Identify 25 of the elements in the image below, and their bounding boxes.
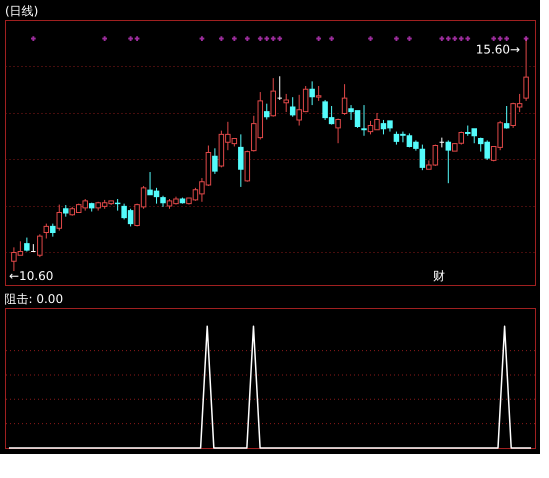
candlestick <box>37 234 43 258</box>
candlestick <box>50 223 56 238</box>
annotation: 15.60→ <box>476 42 520 57</box>
candlestick <box>309 80 315 106</box>
candlestick <box>212 148 218 174</box>
chart-title: (日线) <box>5 4 38 18</box>
candlestick <box>238 134 244 188</box>
candlestick <box>114 198 120 212</box>
candlestick <box>283 93 289 113</box>
annotation: 财 <box>433 269 445 283</box>
candlestick <box>264 103 270 120</box>
annotation: ←10.60 <box>9 269 54 283</box>
candlestick <box>342 84 348 116</box>
candlestick <box>24 237 30 252</box>
candlestick <box>504 106 510 130</box>
candlestick <box>316 86 322 102</box>
candlestick <box>290 96 296 118</box>
candlestick <box>56 204 62 232</box>
candlestick <box>160 195 166 208</box>
candlestick <box>446 140 452 184</box>
chart-title: 阻击: 0.00 <box>4 292 64 306</box>
candlestick <box>523 38 529 102</box>
candlestick <box>63 204 69 218</box>
candlestick <box>335 118 341 144</box>
candlestick <box>44 223 50 240</box>
